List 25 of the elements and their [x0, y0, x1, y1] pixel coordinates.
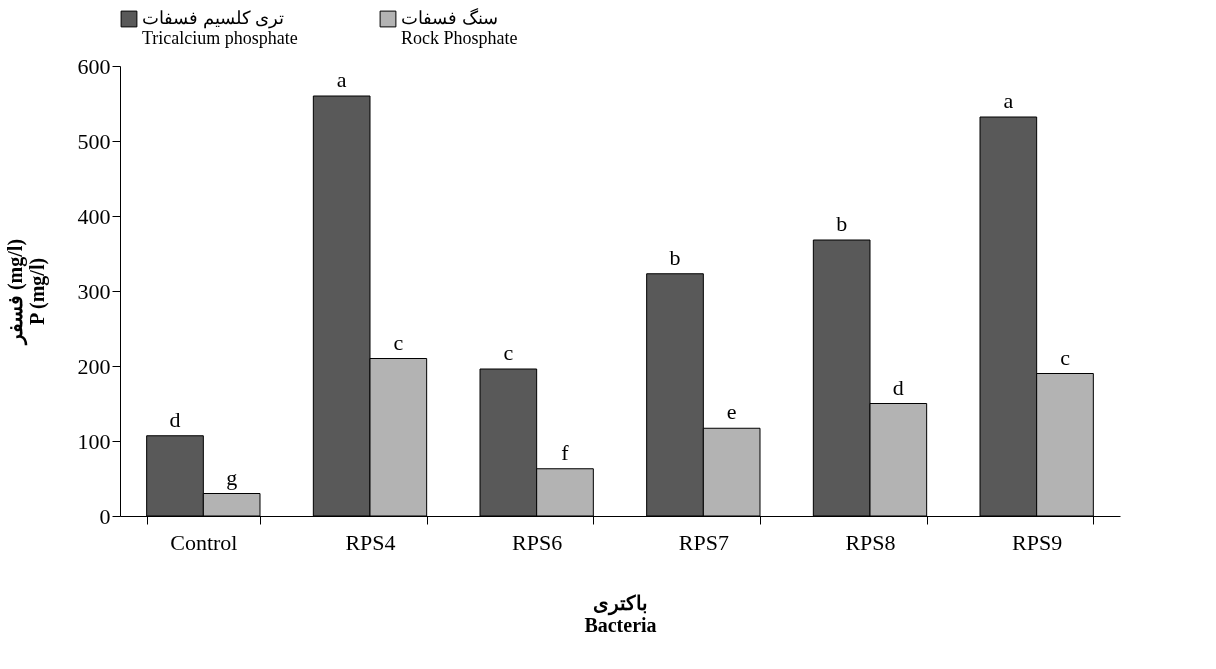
- x-tick-label: Control: [170, 529, 238, 555]
- data-label: c: [1060, 344, 1071, 370]
- data-label: e: [726, 399, 737, 425]
- y-tick-label: 100: [77, 428, 111, 454]
- data-label: f: [561, 439, 570, 465]
- x-tick-label: RPS8: [845, 529, 896, 555]
- x-tick-label: RPS7: [678, 529, 729, 555]
- y-tick-label: 300: [77, 278, 111, 304]
- x-tick-label: RPS9: [1012, 529, 1063, 555]
- data-label: d: [892, 374, 904, 400]
- data-label: a: [1003, 88, 1014, 113]
- data-label: b: [836, 211, 848, 236]
- x-tick-label: RPS4: [345, 529, 396, 555]
- y-tick-label: 500: [77, 128, 111, 154]
- data-label: b: [669, 244, 681, 270]
- data-label: g: [226, 464, 238, 490]
- data-label: d: [169, 406, 181, 432]
- data-label: c: [503, 340, 514, 365]
- y-tick-label: 600: [77, 53, 111, 79]
- y-tick-label: 0: [99, 503, 111, 529]
- data-label: a: [336, 67, 347, 92]
- x-tick-label: RPS6: [512, 529, 563, 555]
- data-label: c: [393, 329, 404, 355]
- y-tick-label: 200: [77, 353, 111, 379]
- y-tick-label: 400: [77, 203, 111, 229]
